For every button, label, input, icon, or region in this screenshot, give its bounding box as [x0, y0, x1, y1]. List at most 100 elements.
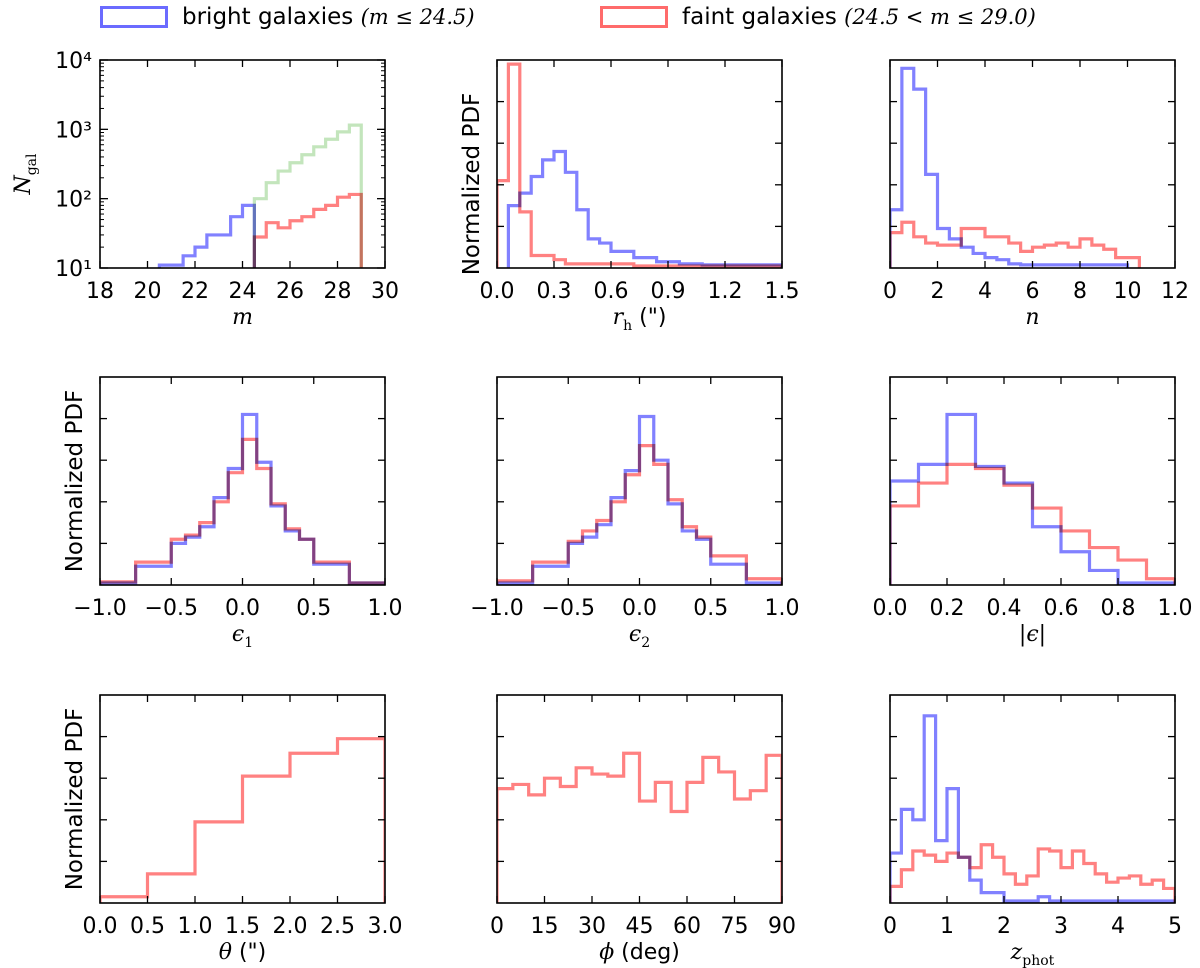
x-tick-label: 10: [1114, 279, 1142, 304]
x-tick-label: 30: [578, 914, 606, 939]
x-tick-label: 2.0: [273, 914, 308, 939]
x-tick-label: 0.0: [873, 596, 908, 621]
x-tick-label: 1.5: [225, 914, 260, 939]
series-faint-galaxies: [497, 444, 782, 585]
legend: bright galaxies (m ≤ 24.5) faint galaxie…: [0, 0, 1200, 40]
axes-frame: [889, 59, 1176, 269]
y-tick-label: 10⁴: [55, 49, 92, 74]
y-tick-label: 10²: [55, 188, 92, 213]
axes-frame: [496, 376, 783, 586]
x-tick-label: 0.0: [83, 914, 118, 939]
x-tick-label: 0: [490, 914, 504, 939]
x-tick-label: 45: [626, 914, 654, 939]
series-bright-galaxies: [497, 414, 782, 585]
axes-frame: [99, 376, 386, 586]
axis-label: zphot: [1010, 940, 1055, 968]
axis-label: ϕ (deg): [599, 940, 680, 965]
legend-swatch-bright: [100, 6, 168, 28]
x-tick-label: 60: [673, 914, 701, 939]
x-tick-label: 0.3: [537, 279, 572, 304]
x-tick-label: 1.5: [765, 279, 800, 304]
x-tick-label: 1.0: [178, 914, 213, 939]
series-faint-galaxies: [497, 751, 782, 903]
x-tick-label: 2: [997, 914, 1011, 939]
x-tick-label: 0: [883, 279, 897, 304]
panel-zphot: 0 1 2 3 4 5 zphot: [883, 694, 1182, 968]
x-tick-label: 0.6: [594, 279, 629, 304]
x-tick-label: 2: [931, 279, 945, 304]
panel-abs_e: 0.0 0.2 0.4 0.6 0.8 1.0 |ϵ|: [873, 376, 1193, 647]
y-tick-label: 10¹: [55, 257, 92, 282]
axis-label: m: [232, 305, 253, 330]
x-tick-label: 15: [531, 914, 559, 939]
x-tick-label: 0: [883, 914, 897, 939]
axis-label: ϵ1: [232, 622, 253, 651]
axes-frame: [889, 694, 1176, 904]
legend-swatch-faint: [600, 6, 668, 28]
x-tick-label: 0.5: [296, 596, 331, 621]
series-bright-galaxies: [506, 149, 782, 268]
x-tick-label: −0.5: [542, 596, 595, 621]
x-tick-label: 1.0: [765, 596, 800, 621]
x-tick-label: 90: [768, 914, 796, 939]
y-axis-label: Normalized PDF: [62, 708, 88, 891]
series-faint-galaxies: [890, 843, 1175, 903]
axis-label: |ϵ|: [1019, 622, 1046, 647]
series-faint-galaxies: [252, 192, 363, 268]
x-tick-label: 0.9: [651, 279, 686, 304]
series-faint-galaxies: [890, 220, 1141, 268]
x-tick-label: 2.5: [320, 914, 355, 939]
panel-m: 18 20 22 24 26 28 30 10¹ 10² 10³ 10⁴ m Ngal: [11, 49, 399, 330]
series-bright-galaxies: [157, 203, 256, 268]
x-tick-label: 6: [1026, 279, 1040, 304]
legend-label-faint: faint galaxies (24.5 < m ≤ 29.0): [682, 4, 1036, 30]
axes-frame: [99, 59, 386, 269]
x-tick-label: 0.8: [1101, 596, 1136, 621]
axis-label: Ngal: [11, 153, 40, 196]
x-tick-label: 3: [1054, 914, 1068, 939]
x-tick-label: 0.5: [130, 914, 165, 939]
x-tick-label: 0.4: [987, 596, 1022, 621]
x-tick-label: 1.0: [368, 596, 403, 621]
legend-item-faint: faint galaxies (24.5 < m ≤ 29.0): [600, 4, 1036, 30]
series-faint-galaxies: [100, 737, 385, 903]
series-faint-galaxies: [497, 62, 782, 268]
axis-label: ϵ2: [629, 622, 650, 651]
x-tick-label: 12: [1161, 279, 1189, 304]
x-tick-label: 28: [324, 279, 352, 304]
x-tick-label: 8: [1073, 279, 1087, 304]
y-tick-label: 10³: [55, 118, 92, 143]
x-tick-label: −0.5: [145, 596, 198, 621]
axis-label: n: [1025, 305, 1039, 330]
axes-frame: [889, 376, 1176, 586]
legend-label-bright: bright galaxies (m ≤ 24.5): [182, 4, 475, 30]
x-tick-label: 0.0: [480, 279, 515, 304]
x-tick-label: 5: [1168, 914, 1182, 939]
legend-item-bright: bright galaxies (m ≤ 24.5): [100, 4, 475, 30]
x-tick-label: 3.0: [368, 914, 403, 939]
x-tick-label: 30: [371, 279, 399, 304]
axis-label: θ ("): [219, 940, 267, 965]
x-tick-label: 1.2: [708, 279, 743, 304]
axes-frame: [496, 59, 783, 269]
x-tick-label: 0.2: [930, 596, 965, 621]
x-tick-label: 18: [86, 279, 114, 304]
x-tick-label: 20: [134, 279, 162, 304]
panel-e1: −1.0 −0.5 0.0 0.5 1.0 ϵ1 Normalized PDF: [62, 376, 403, 651]
panel-rh: 0.0 0.3 0.6 0.9 1.2 1.5 rh (") Normalized PDF: [459, 59, 800, 334]
x-tick-label: 0.0: [622, 596, 657, 621]
x-tick-label: −1.0: [470, 596, 523, 621]
series-all-galaxies: [252, 123, 363, 268]
x-tick-label: 0.0: [225, 596, 260, 621]
x-tick-label: 4: [978, 279, 992, 304]
axis-label: rh ("): [613, 305, 667, 334]
x-tick-label: 22: [181, 279, 209, 304]
x-tick-label: 26: [276, 279, 304, 304]
series-faint-galaxies: [100, 437, 385, 585]
panel-theta: 0.0 0.5 1.0 1.5 2.0 2.5 3.0 θ (") Normalized PDF: [62, 694, 403, 965]
x-tick-label: 75: [721, 914, 749, 939]
x-tick-label: 24: [229, 279, 257, 304]
panel-e2: −1.0 −0.5 0.0 0.5 1.0 ϵ2: [470, 376, 800, 651]
